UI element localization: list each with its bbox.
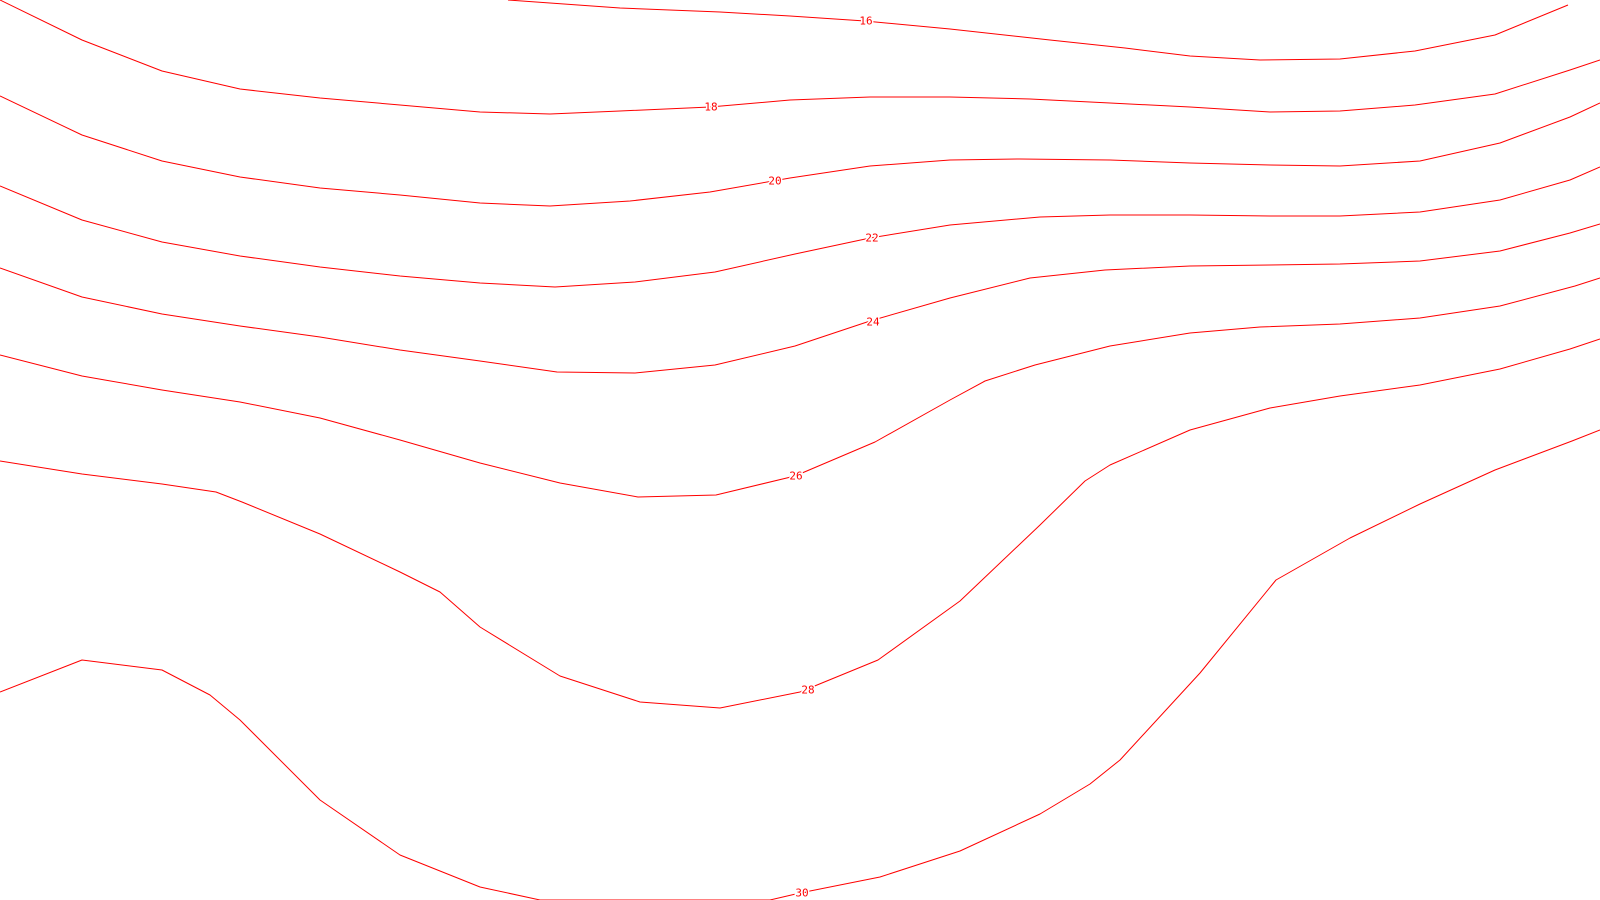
contour-label-30: 30 — [795, 887, 808, 900]
contour-labels: 16 18 20 22 24 26 28 30 — [703, 13, 882, 900]
contour-line-18 — [0, 0, 1600, 115]
contour-label-20: 20 — [768, 175, 781, 188]
contour-line-30 — [0, 429, 1600, 900]
contour-label-24: 24 — [866, 316, 880, 329]
contour-line-22 — [0, 166, 1600, 288]
contour-label-22: 22 — [865, 232, 878, 245]
contour-label-28: 28 — [801, 684, 814, 697]
contour-line-20 — [0, 95, 1600, 207]
contour-line-16 — [507, 0, 1569, 61]
contour-label-18: 18 — [704, 101, 717, 114]
contour-line-24 — [0, 223, 1600, 374]
contour-label-16: 16 — [859, 15, 872, 28]
contour-label-26: 26 — [789, 470, 802, 483]
contour-line-28 — [0, 338, 1600, 709]
contour-line-26 — [0, 277, 1600, 498]
